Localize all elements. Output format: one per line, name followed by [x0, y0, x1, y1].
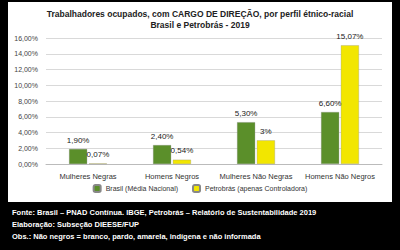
svg-text:16,00%: 16,00%	[14, 35, 38, 42]
svg-text:4,00%: 4,00%	[18, 129, 38, 136]
svg-text:0,07%: 0,07%	[87, 150, 110, 159]
svg-text:Trabalhadores ocupados, com CA: Trabalhadores ocupados, com CARGO DE DIR…	[47, 9, 354, 19]
svg-text:Homens Negros: Homens Negros	[145, 172, 199, 181]
svg-text:6,60%: 6,60%	[319, 99, 342, 108]
svg-text:5,30%: 5,30%	[235, 109, 258, 118]
svg-text:0,00%: 0,00%	[18, 161, 38, 168]
svg-text:Mulheres Não Negras: Mulheres Não Negras	[220, 172, 293, 181]
svg-text:2,00%: 2,00%	[18, 145, 38, 152]
svg-text:Homens Não Negros: Homens Não Negros	[305, 172, 375, 181]
svg-text:14,00%: 14,00%	[14, 50, 38, 57]
svg-text:10,00%: 10,00%	[14, 82, 38, 89]
svg-text:Elaboração: Subseção DIEESE/FU: Elaboração: Subseção DIEESE/FUP	[12, 220, 139, 229]
svg-text:Mulheres Negras: Mulheres Negras	[59, 172, 116, 181]
svg-text:12,00%: 12,00%	[14, 66, 38, 73]
svg-text:3%: 3%	[260, 127, 272, 136]
svg-text:8,00%: 8,00%	[18, 98, 38, 105]
svg-text:6,00%: 6,00%	[18, 113, 38, 120]
svg-text:0,54%: 0,54%	[171, 146, 194, 155]
svg-text:Brasil (Média Nacional): Brasil (Média Nacional)	[106, 185, 178, 193]
svg-text:15,07%: 15,07%	[336, 32, 363, 41]
svg-text:Brasil e Petrobrás - 2019: Brasil e Petrobrás - 2019	[150, 20, 249, 30]
svg-text:Obs.: Não negros = branco, par: Obs.: Não negros = branco, pardo, amarel…	[12, 232, 261, 241]
svg-text:1,90%: 1,90%	[67, 136, 90, 145]
svg-text:Fonte: Brasil – PNAD Contínua.: Fonte: Brasil – PNAD Contínua. IBGE, Pet…	[12, 208, 316, 217]
svg-text:2,40%: 2,40%	[151, 132, 174, 141]
svg-text:Petrobrás (apenas Controladora: Petrobrás (apenas Controladora)	[205, 185, 307, 193]
